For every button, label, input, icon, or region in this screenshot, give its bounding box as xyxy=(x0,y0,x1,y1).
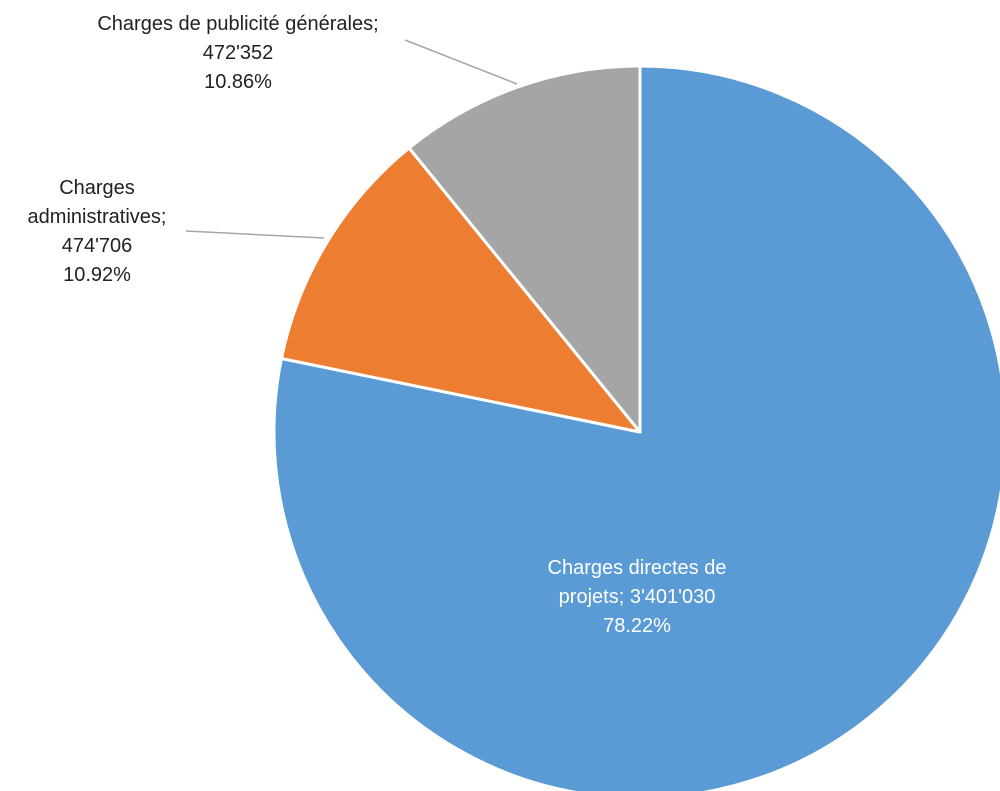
data-label-1-line-1: Charges directes de xyxy=(548,557,727,579)
data-labels-layer: Charges directes de projets; 3'401'030 78.… xyxy=(28,13,727,637)
leader-line-2 xyxy=(185,230,325,239)
pie-slice-1 xyxy=(272,64,1000,791)
pie-slice-2 xyxy=(279,146,642,434)
data-label-1-line-3: 78.22% xyxy=(603,615,671,637)
data-label-3: Charges de publicité générales; 472'352 10… xyxy=(97,13,378,93)
data-label-2-line-4: 10.92% xyxy=(63,264,131,286)
leader-line-3 xyxy=(404,39,518,85)
data-label-2-line-3: 474'706 xyxy=(62,235,133,257)
slices-layer xyxy=(272,64,1000,791)
data-label-2-line-2: administratives; xyxy=(28,206,167,228)
data-label-3-line-1: Charges de publicité générales; xyxy=(97,13,378,35)
data-label-1-line-2: projets; 3'401'030 xyxy=(559,586,716,608)
data-label-1: Charges directes de projets; 3'401'030 78.… xyxy=(548,557,727,637)
data-label-3-line-3: 10.86% xyxy=(204,71,272,93)
leader-lines-layer xyxy=(185,39,518,239)
data-label-3-line-2: 472'352 xyxy=(203,42,274,64)
data-label-2-line-1: Charges xyxy=(59,177,135,199)
pie-slice-3 xyxy=(407,64,642,434)
data-label-2: Charges administratives; 474'706 10.92% xyxy=(28,177,167,286)
